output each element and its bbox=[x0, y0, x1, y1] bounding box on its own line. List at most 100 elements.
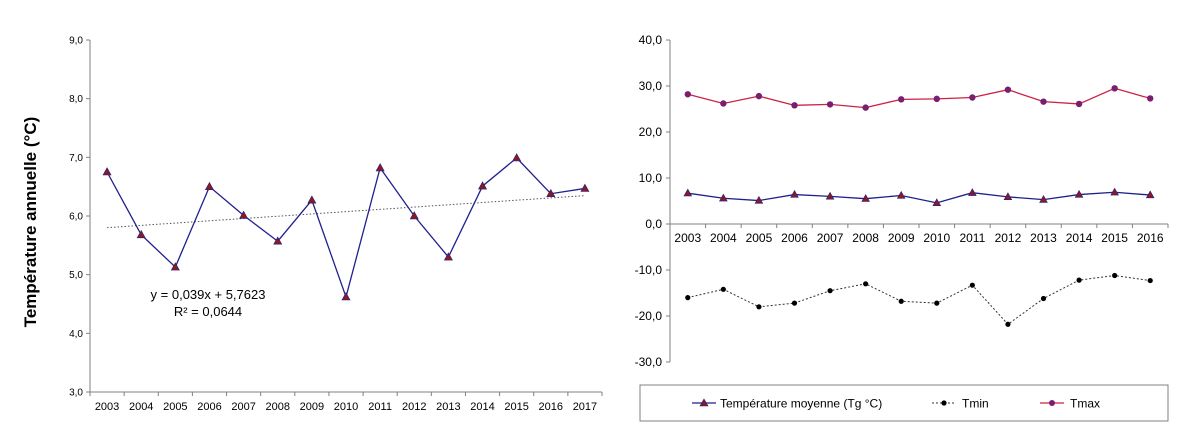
right-x-tick-label: 2009 bbox=[888, 231, 915, 245]
right-axes bbox=[666, 39, 1169, 363]
right-x-tick-label: 2014 bbox=[1066, 231, 1093, 245]
data-point-tmax bbox=[969, 94, 976, 101]
left-x-tick-label: 2003 bbox=[95, 401, 119, 413]
data-point-tmax bbox=[1075, 100, 1083, 108]
data-point-tmin bbox=[969, 282, 975, 288]
left-x-tick-label: 2008 bbox=[265, 401, 289, 413]
right-series bbox=[683, 85, 1155, 327]
right-x-tick-label: 2013 bbox=[1030, 231, 1057, 245]
data-point-tmin bbox=[934, 300, 940, 306]
trendline-equation: y = 0,039x + 5,7623 bbox=[151, 287, 266, 302]
data-point-tmin bbox=[1040, 295, 1047, 302]
data-point-tmax bbox=[933, 95, 940, 103]
left-series bbox=[102, 153, 590, 301]
data-point-tmax bbox=[720, 100, 727, 107]
data-point-tmin bbox=[720, 286, 726, 292]
data-point-triangle bbox=[307, 195, 317, 204]
left-x-tick-label: 2004 bbox=[129, 401, 153, 413]
data-point-triangle bbox=[546, 188, 556, 198]
legend-label-tmin: Tmin bbox=[962, 397, 989, 411]
data-point-tmax bbox=[1004, 86, 1012, 93]
data-point-tmin bbox=[1112, 272, 1118, 279]
left-x-tick-label: 2016 bbox=[539, 401, 563, 413]
data-point-triangle bbox=[478, 181, 488, 190]
right-x-tick-label: 2005 bbox=[746, 231, 773, 245]
left-y-tick-label: 5,0 bbox=[69, 270, 83, 281]
data-point-mean bbox=[1039, 195, 1048, 203]
right-x-tick-label: 2004 bbox=[710, 231, 737, 245]
left-y-tick-label: 8,0 bbox=[69, 94, 83, 105]
legend-circle-marker bbox=[1049, 400, 1055, 406]
left-x-tick-labels: 2003 2004 2005 2006 2007 2008 2009 2010 2011 2012… bbox=[95, 401, 597, 413]
left-trendline bbox=[107, 195, 585, 229]
right-y-tick-labels: -30,0 -20,0 -10,0 0,0 10,0 20,0 30,0 40,0 bbox=[635, 33, 663, 369]
data-point-mean bbox=[719, 193, 728, 202]
data-point-triangle bbox=[102, 167, 112, 176]
data-point-triangle bbox=[443, 252, 453, 261]
data-point-triangle bbox=[375, 163, 385, 172]
right-y-tick-label: 0,0 bbox=[645, 217, 662, 231]
data-point-tmax bbox=[862, 104, 869, 111]
left-y-tick-label: 3,0 bbox=[69, 388, 83, 399]
legend-entry-tmax: Tmax bbox=[1040, 397, 1100, 411]
data-point-mean bbox=[968, 188, 977, 196]
data-point-tmin bbox=[1005, 321, 1011, 327]
data-point-mean bbox=[896, 190, 906, 199]
data-point-tmin bbox=[863, 281, 869, 287]
right-x-tick-label: 2011 bbox=[959, 231, 985, 245]
series-line-tmax bbox=[687, 87, 1151, 109]
legend: Température moyenne (Tg °C) Tmin Tmax bbox=[639, 384, 1169, 422]
trendline bbox=[107, 195, 585, 229]
right-y-tick-label: 20,0 bbox=[639, 125, 663, 139]
left-x-tick-label: 2007 bbox=[231, 401, 255, 413]
right-x-tick-label: 2006 bbox=[781, 231, 808, 245]
right-x-tick-label: 2010 bbox=[923, 231, 950, 245]
data-point-mean bbox=[754, 195, 764, 204]
right-x-tick-label: 2012 bbox=[995, 231, 1022, 245]
data-point-tmax bbox=[1111, 85, 1118, 92]
data-point-tmax bbox=[898, 96, 905, 103]
data-point-triangle bbox=[136, 229, 146, 239]
temperature-min-mean-max-chart: -30,0-20,0-10,00,010,020,030,040,0 2003 2… bbox=[635, 33, 1169, 422]
left-y-tick-label: 9,0 bbox=[69, 36, 83, 47]
right-y-tick-label: -30,0 bbox=[635, 355, 663, 369]
data-point-tmax bbox=[684, 91, 691, 98]
data-point-tmin bbox=[1147, 277, 1153, 284]
data-point-triangle bbox=[409, 211, 419, 220]
left-x-tick-label: 2017 bbox=[573, 401, 597, 413]
left-x-tick-label: 2006 bbox=[197, 401, 221, 413]
right-y-tick-label: -10,0 bbox=[635, 263, 663, 277]
series-line-tmin bbox=[687, 275, 1151, 325]
right-y-tick-label: 40,0 bbox=[639, 33, 663, 47]
data-point-mean bbox=[825, 191, 835, 200]
annual-temperature-chart: 3,04,05,06,07,08,09,0 2003 2004 2005 2006 20… bbox=[21, 36, 603, 413]
left-y-tick-label: 6,0 bbox=[69, 212, 83, 223]
data-point-tmax bbox=[1040, 98, 1047, 105]
legend-triangle-marker bbox=[699, 398, 709, 407]
right-y-tick-label: -20,0 bbox=[635, 309, 663, 323]
data-point-mean bbox=[790, 189, 799, 198]
legend-entry-tmin: Tmin bbox=[932, 397, 989, 411]
data-point-triangle bbox=[341, 292, 351, 301]
legend-label-mean: Température moyenne (Tg °C) bbox=[720, 397, 882, 411]
data-point-tmin bbox=[1076, 277, 1082, 283]
right-y-tick-label: 30,0 bbox=[639, 79, 663, 93]
data-point-tmin bbox=[898, 298, 904, 304]
legend-entry-mean: Température moyenne (Tg °C) bbox=[692, 397, 882, 411]
left-y-tick-label: 7,0 bbox=[69, 153, 83, 164]
left-x-tick-label: 2015 bbox=[504, 401, 528, 413]
data-point-mean bbox=[1074, 189, 1084, 198]
data-point-tmax bbox=[755, 92, 763, 100]
legend-box bbox=[639, 384, 1169, 422]
data-point-tmin bbox=[827, 288, 833, 294]
left-x-tick-label: 2005 bbox=[163, 401, 187, 413]
right-x-tick-labels: 2003 2004 2005 2006 2007 2008 2009 2010 2011 2012… bbox=[674, 231, 1163, 245]
left-y-tick-labels: 3,0 4,0 5,0 6,0 7,0 8,0 9,0 bbox=[69, 36, 83, 399]
data-point-tmax bbox=[791, 102, 798, 109]
data-point-triangle bbox=[580, 183, 590, 192]
data-point-mean bbox=[1003, 192, 1013, 200]
left-x-tick-label: 2009 bbox=[300, 401, 324, 413]
right-x-tick-label: 2008 bbox=[852, 231, 879, 245]
series-line-annual-temperature bbox=[106, 157, 586, 300]
